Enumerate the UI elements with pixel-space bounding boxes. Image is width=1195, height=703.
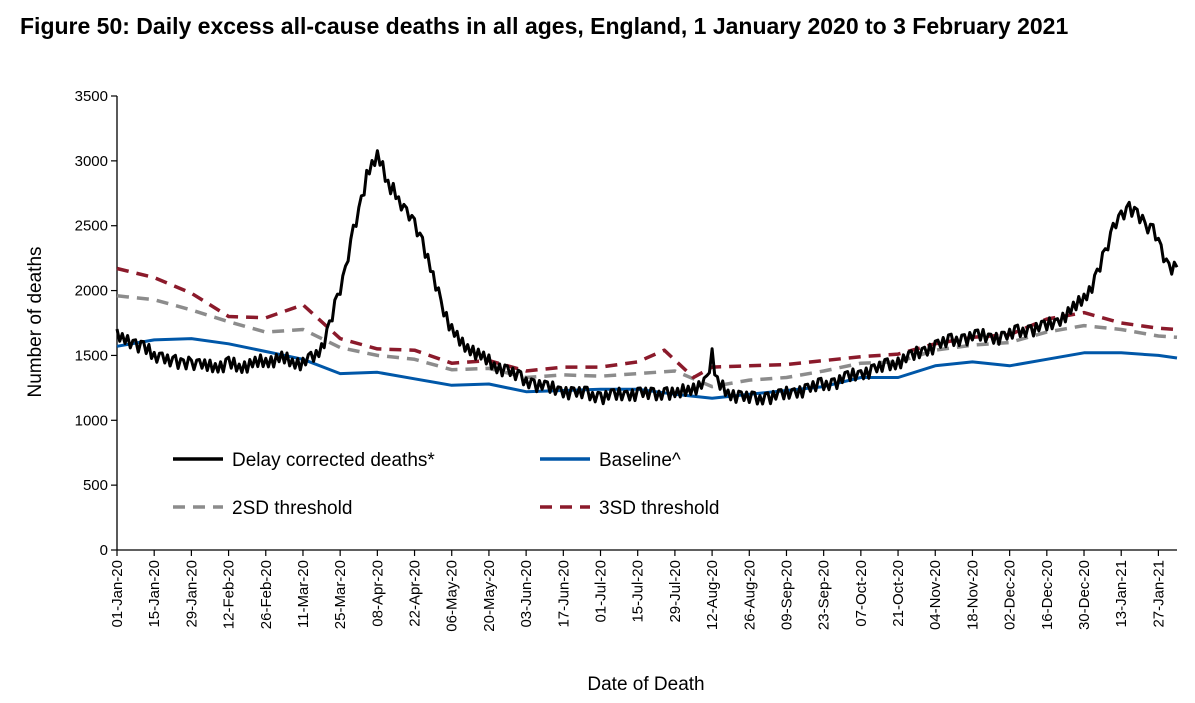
- x-tick-label: 01-Jul-20: [593, 560, 610, 623]
- x-tick-label: 12-Aug-20: [704, 560, 721, 630]
- legend-label: 3SD threshold: [599, 498, 719, 519]
- x-tick-label: 17-Jun-20: [555, 560, 572, 628]
- y-axis-title: Number of deaths: [25, 246, 46, 397]
- x-tick-label: 30-Dec-20: [1076, 560, 1093, 630]
- x-tick-label: 06-May-20: [444, 560, 461, 632]
- series-line-delay-corrected-deaths: [115, 149, 1179, 406]
- x-tick-label: 27-Jan-21: [1150, 560, 1167, 628]
- y-tick-label: 0: [100, 542, 108, 559]
- legend-label: 2SD threshold: [232, 498, 352, 519]
- x-tick-label: 16-Dec-20: [1039, 560, 1056, 630]
- series-layer: [115, 149, 1179, 406]
- x-tick-label: 26-Aug-20: [741, 560, 758, 630]
- legend-label: Delay corrected deaths*: [232, 450, 435, 471]
- x-tick-label: 13-Jan-21: [1113, 560, 1130, 628]
- x-tick-label: 29-Jan-20: [183, 560, 200, 628]
- chart-title: Figure 50: Daily excess all-cause deaths…: [20, 13, 1069, 39]
- y-tick-label: 1000: [75, 412, 108, 429]
- y-tick-label: 1500: [75, 347, 108, 364]
- y-tick-label: 2000: [75, 283, 108, 300]
- x-tick-label: 01-Jan-20: [109, 560, 126, 628]
- x-axis-ticks: 01-Jan-20 15-Jan-20 29-Jan-20 12-Feb-20 26-F…: [109, 550, 1167, 632]
- x-tick-label: 07-Oct-20: [853, 560, 870, 627]
- x-tick-label: 15-Jan-20: [146, 560, 163, 628]
- x-tick-label: 04-Nov-20: [927, 560, 944, 630]
- x-tick-label: 11-Mar-20: [295, 560, 312, 628]
- x-tick-label: 25-Mar-20: [332, 560, 349, 629]
- legend-label: Baseline^: [599, 450, 681, 471]
- x-axis-title: Date of Death: [587, 674, 704, 695]
- x-tick-label: 08-Apr-20: [369, 560, 386, 627]
- x-tick-label: 23-Sep-20: [816, 560, 833, 630]
- x-tick-label: 03-Jun-20: [518, 560, 535, 628]
- x-tick-label: 20-May-20: [481, 560, 498, 632]
- y-tick-label: 2500: [75, 218, 108, 235]
- x-tick-label: 12-Feb-20: [221, 560, 238, 629]
- y-tick-label: 500: [83, 477, 108, 494]
- y-tick-label: 3500: [75, 88, 108, 105]
- legend: Delay corrected deaths* Baseline^ 2SD thre…: [173, 450, 719, 519]
- x-tick-label: 21-Oct-20: [890, 560, 907, 627]
- y-tick-label: 3000: [75, 153, 108, 170]
- y-axis-ticks: 0 500 1000 1500 2000 2500 3000 3500: [75, 88, 117, 559]
- x-tick-label: 29-Jul-20: [667, 560, 684, 623]
- x-tick-label: 09-Sep-20: [778, 560, 795, 630]
- x-tick-label: 18-Nov-20: [964, 560, 981, 630]
- x-tick-label: 22-Apr-20: [407, 560, 424, 627]
- x-tick-label: 02-Dec-20: [1002, 560, 1019, 630]
- x-tick-label: 26-Feb-20: [258, 560, 275, 629]
- x-tick-label: 15-Jul-20: [630, 560, 647, 623]
- series-line-2sd-threshold: [116, 294, 1178, 389]
- plot-area: 0 500 1000 1500 2000 2500 3000 3500 01-Jan-20 15…: [75, 88, 1179, 632]
